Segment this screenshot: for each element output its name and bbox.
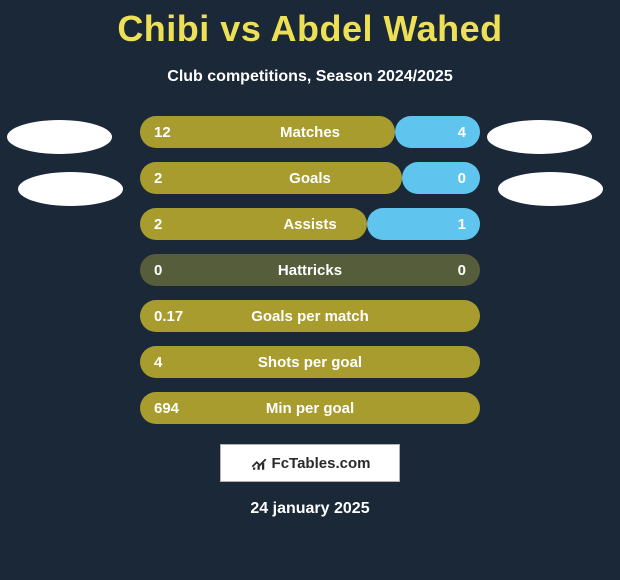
stat-row: 694Min per goal xyxy=(140,392,480,424)
player-avatar-placeholder xyxy=(487,120,592,154)
comparison-title: Chibi vs Abdel Wahed xyxy=(0,0,620,50)
stat-row: 00Hattricks xyxy=(140,254,480,286)
snapshot-date: 24 january 2025 xyxy=(0,500,620,518)
stats-rows: 124Matches 20Goals 21Assists 00Hattricks 0.1… xyxy=(0,116,620,424)
player-avatar-placeholder xyxy=(18,172,123,206)
stat-label: Goals per match xyxy=(140,300,480,332)
stat-label: Matches xyxy=(140,116,480,148)
stat-label: Assists xyxy=(140,208,480,240)
comparison-subtitle: Club competitions, Season 2024/2025 xyxy=(0,68,620,86)
stat-label: Shots per goal xyxy=(140,346,480,378)
player-avatar-placeholder xyxy=(7,120,112,154)
chart-icon xyxy=(250,454,268,472)
stat-row: 124Matches xyxy=(140,116,480,148)
stat-row: 0.17Goals per match xyxy=(140,300,480,332)
stat-label: Hattricks xyxy=(140,254,480,286)
stat-row: 20Goals xyxy=(140,162,480,194)
stat-row: 4Shots per goal xyxy=(140,346,480,378)
stat-row: 21Assists xyxy=(140,208,480,240)
player-avatar-placeholder xyxy=(498,172,603,206)
stat-label: Min per goal xyxy=(140,392,480,424)
source-logo: FcTables.com xyxy=(220,444,400,482)
stat-label: Goals xyxy=(140,162,480,194)
logo-text: FcTables.com xyxy=(272,455,371,472)
